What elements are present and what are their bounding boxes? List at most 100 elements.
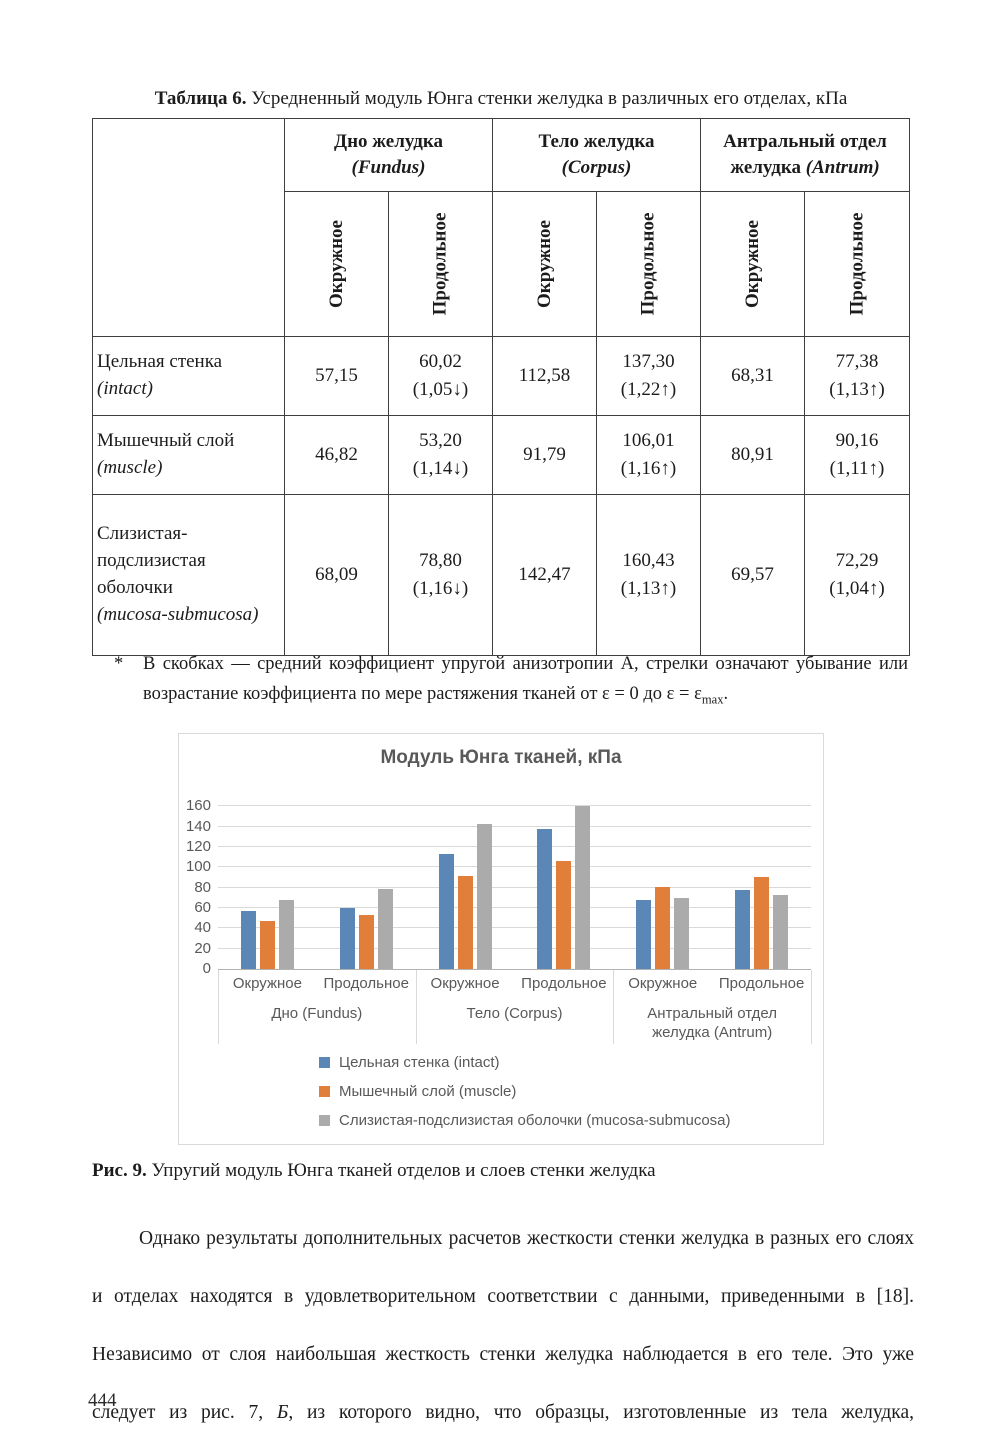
results-table: Дно желудка (Fundus) Тело желудка (Corpu… (92, 118, 911, 656)
x-axis-label-section: Окружное Продольное Дно (Fundus) (218, 972, 416, 1023)
bar-cluster (636, 886, 690, 969)
row-label-text: Слизистая-подслизистая оболочки (97, 523, 206, 598)
category-label: Продольное (323, 975, 409, 992)
bar-chart: Модуль Юнга тканей, кПа Цельная стенка (… (178, 733, 824, 1145)
table-caption: Таблица 6. Усредненный модуль Юнга стенк… (92, 88, 910, 110)
column-header-rotated: Окружное (700, 191, 805, 337)
value-cell: 68,31 (700, 336, 805, 416)
legend-item: Цельная стенка (intact) (319, 1053, 731, 1072)
axis-separator-line (811, 970, 812, 1044)
value-cell: 68,09 (284, 494, 389, 656)
column-group-corpus: Тело желудка (Corpus) (492, 118, 701, 192)
chart-plot-area (218, 796, 811, 969)
chart-legend: Цельная стенка (intact) Мышечный слой (mu… (319, 1053, 731, 1140)
cell-value: 80,91 (731, 444, 774, 466)
cell-value: 78,80 (419, 550, 462, 572)
category-label: Окружное (430, 975, 500, 992)
cell-annotation: (1,22↑) (620, 379, 677, 400)
gridline (218, 886, 811, 888)
footnote-marker: * (114, 654, 124, 674)
x-axis-label-section: Окружное Продольное Антральный отдел желуд… (613, 972, 811, 1042)
y-axis-tick-label: 80 (194, 878, 211, 896)
column-header-label: Окружное (325, 220, 347, 308)
x-axis-label-section: Окружное Продольное Тело (Corpus) (416, 972, 614, 1023)
legend-label: Цельная стенка (intact) (339, 1054, 500, 1071)
row-label-latin: (muscle) (97, 457, 163, 478)
value-cell: 60,02 (1,05↓) (388, 336, 493, 416)
table-caption-label: Таблица 6. (154, 88, 247, 109)
value-cell: 78,80 (1,16↓) (388, 494, 493, 656)
bar-cluster (438, 824, 492, 969)
column-header-label: Продольное (846, 212, 868, 316)
legend-item: Слизистая-подслизистая оболочки (mucosa-… (319, 1111, 731, 1130)
rotated-text-wrap: Окружное (289, 195, 384, 333)
cell-value: 106,01 (622, 430, 675, 452)
cell-annotation: (1,13↑) (829, 379, 885, 400)
bar-series-2 (754, 877, 770, 969)
cell-value: 77,38 (835, 351, 879, 373)
column-header-label: Окружное (741, 220, 763, 308)
page-number: 444 (88, 1390, 117, 1411)
row-label-latin: (mucosa-submucosa) (97, 603, 259, 625)
category-label-row: Окружное Продольное (218, 972, 416, 996)
bar-series-3 (674, 898, 690, 969)
gridline (218, 947, 811, 949)
value-cell: 53,20 (1,14↓) (388, 415, 493, 495)
value-cell: 57,15 (284, 336, 389, 416)
bar-series-1 (240, 910, 256, 969)
paragraph-text-end: , из которого видно, что образцы, изгото… (288, 1402, 915, 1423)
rotated-text-wrap: Окружное (705, 195, 800, 333)
value-cell: 80,91 (700, 415, 805, 495)
legend-label: Слизистая-подслизистая оболочки (mucosa-… (339, 1112, 731, 1129)
value-cell: 72,29 (1,04↑) (803, 494, 911, 656)
cell-value: 112,58 (518, 365, 571, 387)
y-axis-tick-label: 100 (185, 858, 211, 876)
chart-title: Модуль Юнга тканей, кПа (380, 747, 622, 768)
row-label: Цельная стенка (intact) (92, 336, 285, 416)
axis-separator-line (218, 970, 219, 1044)
cell-annotation: (1,16↓) (412, 578, 469, 599)
category-label: Окружное (232, 975, 302, 992)
cell-value: 53,20 (419, 430, 462, 452)
legend-marker (319, 1086, 330, 1097)
bar-cluster (339, 888, 393, 969)
cell-value: 160,43 (622, 550, 675, 572)
cell-value: 90,16 (835, 430, 879, 452)
bar-series-3 (773, 895, 789, 969)
cell-annotation: (1,13↑) (620, 578, 677, 599)
bar-series-1 (636, 899, 652, 969)
figure-caption: Рис. 9. Упругий модуль Юнга тканей отдел… (92, 1160, 910, 1182)
value-cell: 106,01 (1,16↑) (596, 415, 701, 495)
column-header-rotated: Продольное (388, 191, 493, 337)
y-axis-tick-label: 160 (185, 797, 211, 815)
cell-value: 60,02 (419, 351, 462, 373)
column-group-latin: (Fundus) (351, 157, 426, 178)
legend-marker (319, 1115, 330, 1126)
bar-series-1 (537, 829, 553, 969)
bar-series-2 (358, 914, 374, 969)
cell-value: 72,29 (835, 550, 879, 572)
column-header-label: Продольное (637, 212, 659, 316)
gridline (218, 805, 811, 807)
cell-annotation: (1,11↑) (829, 458, 885, 479)
table-caption-text: Усредненный модуль Юнга стенки желудка в… (251, 88, 848, 109)
footnote-text-main: В скобках — средний коэффициент упругой … (143, 654, 908, 704)
row-label-latin: (intact) (97, 378, 153, 399)
bar-series-2 (655, 886, 671, 969)
column-group-title: Антральный отдел (723, 131, 887, 153)
value-cell: 91,79 (492, 415, 597, 495)
y-axis-tick-label: 120 (185, 837, 211, 855)
paragraph-italic: Б (276, 1402, 289, 1423)
cell-annotation: (1,05↓) (412, 379, 469, 400)
category-label-row: Окружное Продольное (416, 972, 614, 996)
legend-label: Мышечный слой (muscle) (339, 1083, 517, 1100)
value-cell: 77,38 (1,13↑) (803, 336, 911, 416)
group-label: Тело (Corpus) (466, 1005, 563, 1022)
column-group-title2: желудка (730, 157, 806, 178)
value-cell: 90,16 (1,11↑) (803, 415, 911, 495)
y-axis-tick-label: 40 (194, 919, 211, 937)
x-axis-line (218, 969, 811, 970)
value-cell: 142,47 (492, 494, 597, 656)
figure-caption-text: Упругий модуль Юнга тканей отделов и сло… (151, 1160, 656, 1181)
